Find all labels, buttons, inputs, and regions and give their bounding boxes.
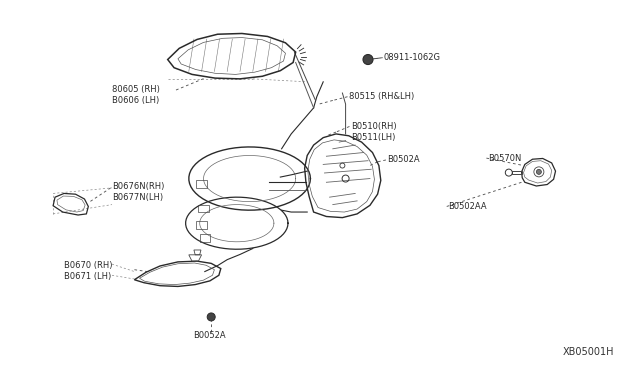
Text: B0677N(LH): B0677N(LH) xyxy=(112,193,163,202)
Text: B0606 (LH): B0606 (LH) xyxy=(112,96,159,105)
Text: 08911-1062G: 08911-1062G xyxy=(384,53,441,62)
Text: B0510(RH): B0510(RH) xyxy=(351,122,396,131)
Text: 80515 (RH&LH): 80515 (RH&LH) xyxy=(349,92,414,101)
Text: B0502A: B0502A xyxy=(387,155,420,164)
Text: 80605 (RH): 80605 (RH) xyxy=(112,85,160,94)
Circle shape xyxy=(536,169,541,174)
Circle shape xyxy=(207,313,215,321)
Text: B0511(LH): B0511(LH) xyxy=(351,133,395,142)
Text: B0671 (LH): B0671 (LH) xyxy=(64,272,111,281)
Text: XB05001H: XB05001H xyxy=(563,347,614,357)
Text: B0570N: B0570N xyxy=(488,154,521,163)
Circle shape xyxy=(363,55,373,64)
Text: B0052A: B0052A xyxy=(194,331,226,340)
Text: B0670 (RH): B0670 (RH) xyxy=(64,262,113,270)
Text: B0676N(RH): B0676N(RH) xyxy=(112,182,164,190)
Text: B0502AA: B0502AA xyxy=(448,202,486,211)
